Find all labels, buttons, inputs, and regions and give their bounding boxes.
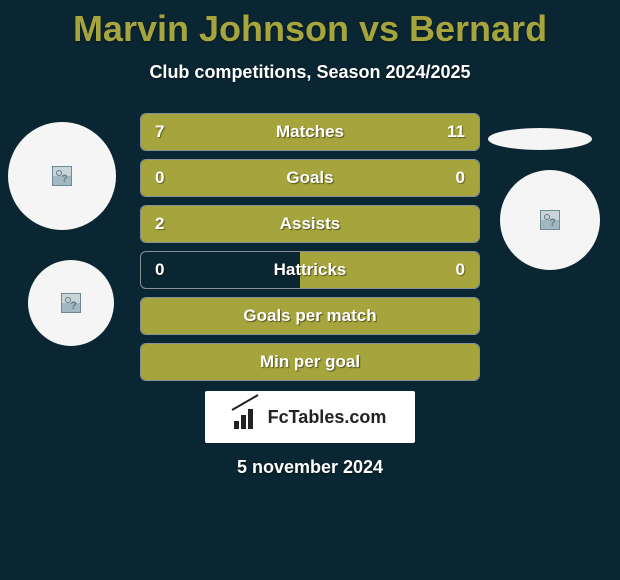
stat-value-right: 11 bbox=[447, 122, 465, 142]
stat-row: 7 11 Matches bbox=[140, 113, 480, 151]
page-title: Marvin Johnson vs Bernard bbox=[0, 0, 620, 50]
player-left-avatar-1 bbox=[8, 122, 116, 230]
stat-label: Hattricks bbox=[274, 260, 347, 280]
stat-value-left: 2 bbox=[155, 214, 164, 234]
player-right-avatar bbox=[500, 170, 600, 270]
player-right-ellipse bbox=[488, 128, 592, 150]
stat-label: Assists bbox=[280, 214, 340, 234]
stat-value-left: 0 bbox=[155, 260, 164, 280]
stat-value-right: 0 bbox=[456, 168, 465, 188]
page-subtitle: Club competitions, Season 2024/2025 bbox=[0, 62, 620, 83]
image-placeholder-icon bbox=[52, 166, 72, 186]
stat-row: 0 0 Hattricks bbox=[140, 251, 480, 289]
stat-label: Goals bbox=[286, 168, 333, 188]
stat-value-right: 0 bbox=[456, 260, 465, 280]
stat-row: Min per goal bbox=[140, 343, 480, 381]
date-footer: 5 november 2024 bbox=[0, 457, 620, 478]
stat-value-left: 7 bbox=[155, 122, 164, 142]
stat-row: 0 0 Goals bbox=[140, 159, 480, 197]
image-placeholder-icon bbox=[61, 293, 81, 313]
branding-badge: FcTables.com bbox=[205, 391, 415, 443]
player-left-avatar-2 bbox=[28, 260, 114, 346]
image-placeholder-icon bbox=[540, 210, 560, 230]
branding-text: FcTables.com bbox=[268, 407, 387, 428]
stat-row: Goals per match bbox=[140, 297, 480, 335]
stat-label: Goals per match bbox=[243, 306, 376, 326]
stat-label: Matches bbox=[276, 122, 344, 142]
stat-row: 2 Assists bbox=[140, 205, 480, 243]
stat-value-left: 0 bbox=[155, 168, 164, 188]
stat-label: Min per goal bbox=[260, 352, 360, 372]
fctables-logo-icon bbox=[234, 405, 262, 429]
